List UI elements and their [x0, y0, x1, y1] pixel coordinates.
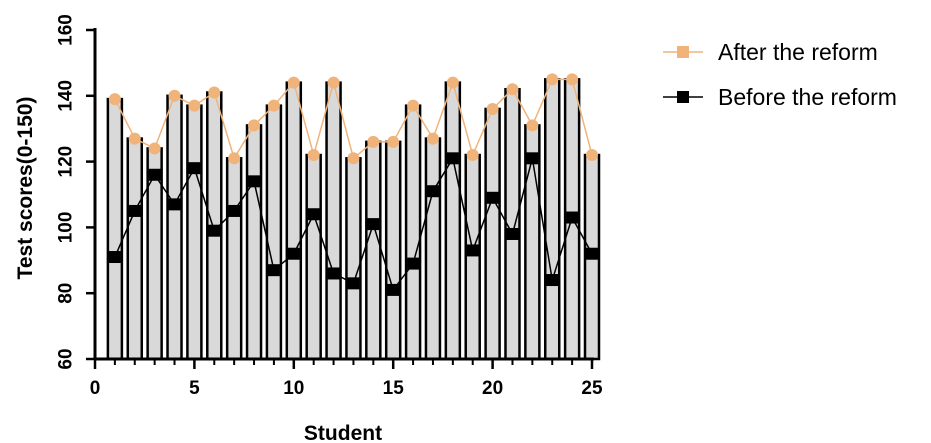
point-before — [347, 277, 360, 290]
bar — [245, 124, 263, 361]
bar — [424, 137, 442, 361]
x-tick-label: 0 — [90, 378, 101, 399]
x-tick-label: 10 — [283, 378, 304, 399]
bar — [543, 78, 561, 361]
tick-labels: 60 80 100 120 140 160 0 5 10 15 20 25 — [56, 14, 603, 399]
y-axis-title: Test scores(0-150) — [14, 97, 37, 280]
point-before — [586, 247, 598, 260]
bar — [225, 157, 243, 361]
point-after — [307, 149, 320, 162]
point-before — [108, 251, 121, 264]
point-after — [347, 152, 360, 165]
y-tick-label: 140 — [56, 80, 77, 112]
bar — [325, 81, 342, 361]
point-after — [267, 99, 280, 112]
point-after — [446, 76, 459, 89]
bar — [404, 104, 422, 361]
x-tick-label: 15 — [383, 378, 405, 399]
x-tick-label: 20 — [482, 378, 503, 399]
bar — [265, 104, 283, 361]
point-before — [367, 218, 380, 231]
axes — [86, 28, 594, 369]
point-before — [248, 175, 261, 188]
x-axis-title: Student — [304, 422, 382, 443]
point-after — [148, 142, 161, 155]
y-tick-label: 100 — [56, 212, 77, 244]
point-after — [128, 132, 141, 145]
point-after — [486, 102, 499, 115]
y-tick-label: 60 — [56, 348, 77, 369]
x-tick-label: 5 — [189, 378, 200, 399]
point-after — [108, 93, 121, 106]
bar — [345, 157, 362, 361]
marker-group — [108, 73, 598, 296]
point-after — [248, 119, 261, 132]
point-after — [526, 119, 539, 132]
legend-marker-before — [677, 91, 689, 103]
bar — [106, 97, 124, 361]
bar — [444, 81, 462, 361]
point-after — [327, 76, 340, 89]
point-before — [506, 227, 519, 240]
legend-marker-after — [677, 46, 689, 58]
bar — [305, 153, 322, 361]
point-after — [387, 135, 400, 148]
point-before — [426, 185, 439, 198]
point-before — [287, 247, 300, 260]
point-after — [546, 73, 559, 86]
point-before — [267, 264, 280, 277]
point-before — [327, 267, 340, 280]
y-tick-label: 120 — [56, 146, 77, 178]
y-tick-label: 80 — [56, 283, 77, 304]
point-after — [586, 149, 598, 162]
bar — [285, 81, 303, 361]
legend-label-before: Before the reform — [718, 84, 897, 110]
point-before — [307, 208, 320, 221]
point-after — [426, 132, 439, 145]
point-before — [168, 198, 181, 211]
point-before — [188, 162, 201, 175]
y-tick-label: 160 — [56, 14, 77, 46]
point-after — [287, 76, 300, 89]
point-after — [208, 86, 221, 99]
point-after — [566, 73, 579, 86]
point-after — [506, 83, 519, 96]
point-before — [546, 274, 559, 287]
point-after — [407, 99, 420, 112]
point-before — [387, 283, 400, 296]
bar — [365, 140, 382, 361]
bar — [126, 137, 144, 361]
bar — [484, 107, 501, 361]
point-before — [446, 152, 459, 165]
x-tick-label: 25 — [581, 378, 603, 399]
bar — [186, 104, 203, 361]
point-after — [466, 149, 479, 162]
point-before — [486, 191, 499, 204]
bar — [464, 153, 481, 361]
point-before — [407, 257, 420, 270]
point-before — [208, 224, 221, 237]
legend-label-after: After the reform — [718, 39, 878, 65]
point-before — [466, 244, 479, 257]
point-after — [188, 99, 201, 112]
bar — [384, 140, 402, 361]
bar — [166, 94, 183, 361]
bar-group — [106, 78, 601, 361]
point-after — [367, 135, 380, 148]
point-before — [566, 211, 579, 224]
point-before — [526, 152, 539, 165]
point-after — [228, 152, 241, 165]
legend: After the reform Before the reform — [663, 39, 897, 110]
point-before — [228, 204, 241, 217]
point-after — [168, 89, 181, 102]
point-before — [128, 204, 141, 217]
point-before — [148, 168, 161, 181]
